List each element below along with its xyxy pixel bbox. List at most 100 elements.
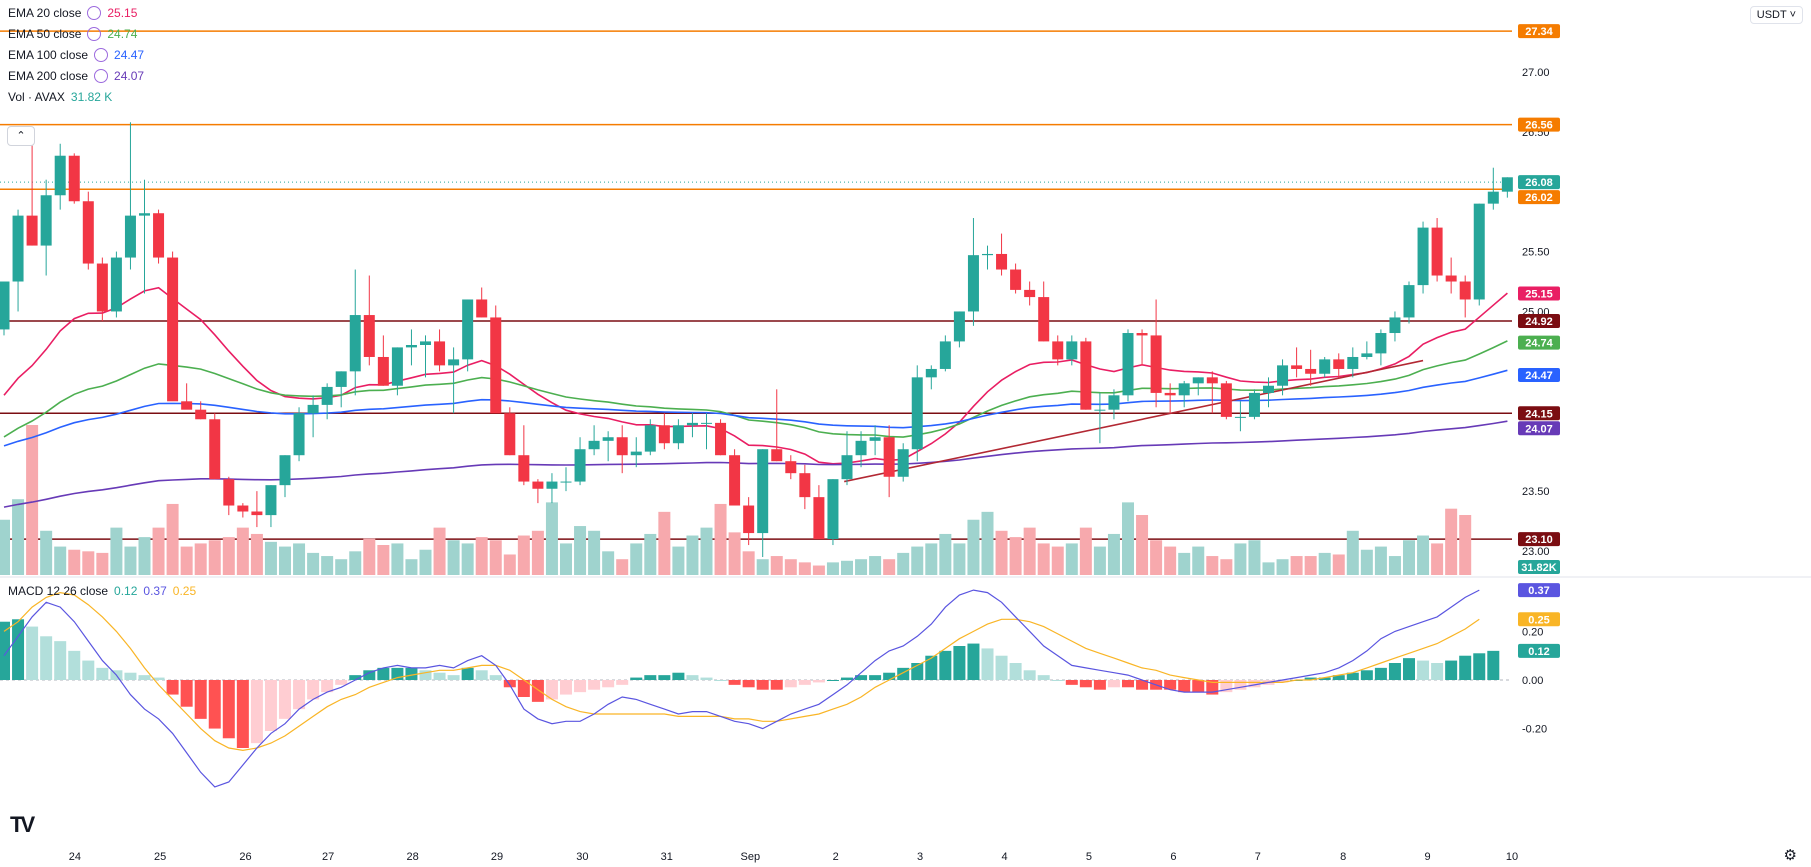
macd-histogram-bar xyxy=(658,675,671,680)
macd-histogram-bar xyxy=(40,636,53,680)
candle-body xyxy=(644,425,656,452)
macd-histogram-bar xyxy=(939,650,952,680)
macd-histogram-bar xyxy=(1374,667,1387,680)
indicator-settings-icon[interactable] xyxy=(94,48,109,62)
volume-bar xyxy=(686,535,699,575)
macd-histogram-bar xyxy=(630,677,643,680)
volume-bar xyxy=(672,546,685,575)
currency-selector[interactable]: USDT ˅ xyxy=(1749,6,1803,24)
legend-volume[interactable]: Vol · AVAX 31.82 K xyxy=(8,90,112,104)
gear-icon[interactable]: ⚙ xyxy=(1783,847,1797,864)
candle-body xyxy=(1403,285,1415,318)
legend-ema200[interactable]: EMA 200 close 24.07 xyxy=(8,69,144,83)
macd-histogram-bar xyxy=(1023,670,1036,680)
price-label-bg xyxy=(1518,532,1560,547)
candle-body xyxy=(237,505,249,512)
macd-y-tick-label: 0.00 xyxy=(1522,675,1543,687)
macd-signal-line xyxy=(3,591,1480,752)
macd-histogram-bar xyxy=(672,672,685,680)
volume-bar xyxy=(110,527,123,575)
legend-macd-hist: 0.12 xyxy=(114,584,138,598)
x-tick-label: 29 xyxy=(491,851,503,863)
volume-bar xyxy=(447,540,460,575)
x-tick-label: 28 xyxy=(406,851,418,863)
volume-bar xyxy=(321,556,334,575)
legend-ema20[interactable]: EMA 20 close 25.15 xyxy=(8,6,137,20)
macd-histogram-bar xyxy=(517,680,530,697)
volume-bar xyxy=(1417,535,1430,575)
x-tick-label: 27 xyxy=(322,851,334,863)
candle-body xyxy=(1445,275,1457,282)
candle-body xyxy=(602,437,614,441)
macd-histogram-bar xyxy=(588,680,601,690)
macd-histogram-bar xyxy=(405,667,418,680)
macd-histogram-bar xyxy=(1417,660,1430,680)
volume-bar xyxy=(208,540,221,575)
candle-body xyxy=(293,413,305,456)
volume-bar xyxy=(1009,537,1022,575)
macd-histogram-bar xyxy=(1276,680,1289,683)
macd-histogram-bar xyxy=(279,680,291,719)
collapse-legend-button[interactable]: ⌃ xyxy=(7,126,35,146)
candle-body xyxy=(1347,356,1359,369)
volume-bar xyxy=(1220,559,1233,575)
x-tick-label: 8 xyxy=(1340,851,1346,863)
x-tick-label: 4 xyxy=(1001,851,1007,863)
candle-body xyxy=(307,404,319,414)
macd-histogram-bar xyxy=(1473,653,1486,680)
x-tick-label: Sep xyxy=(741,851,761,863)
volume-bar xyxy=(1360,549,1373,575)
x-tick-label: 3 xyxy=(917,851,923,863)
legend-macd-label: MACD 12 26 close xyxy=(8,584,109,598)
candle-body xyxy=(785,461,797,474)
tradingview-logo[interactable]: TV xyxy=(10,812,35,838)
macd-histogram-bar xyxy=(574,680,587,693)
candle-body xyxy=(251,511,263,516)
candle-body xyxy=(490,317,502,414)
macd-histogram-bar xyxy=(742,680,755,688)
y-tick-label: 25.50 xyxy=(1522,247,1550,259)
legend-macd[interactable]: MACD 12 26 close 0.12 0.37 0.25 xyxy=(8,584,196,598)
macd-histogram-bar xyxy=(54,641,67,680)
candle-body xyxy=(405,345,417,348)
candle-body xyxy=(434,341,446,366)
macd-histogram-bar xyxy=(1009,663,1022,680)
trend-line-group xyxy=(844,359,1424,483)
macd-histogram-bar xyxy=(728,680,741,685)
volume-bar xyxy=(826,562,839,575)
ema-line xyxy=(3,420,1508,508)
x-tick-label: 9 xyxy=(1425,851,1431,863)
macd-histogram-bar xyxy=(869,675,882,680)
candle-body xyxy=(1248,392,1260,417)
indicator-settings-icon[interactable] xyxy=(94,69,109,83)
macd-histogram-bar xyxy=(194,680,207,719)
macd-histogram-bar xyxy=(1431,663,1444,680)
volume-bar xyxy=(1164,546,1177,575)
legend-volume-label: Vol · AVAX xyxy=(8,90,65,104)
volume-bar xyxy=(1318,552,1331,575)
indicator-settings-icon[interactable] xyxy=(87,6,102,20)
candle-body xyxy=(743,505,755,534)
macd-histogram-bar xyxy=(503,680,516,688)
volume-bar xyxy=(911,546,924,575)
volume-bar xyxy=(1374,546,1387,575)
candle-body xyxy=(1178,383,1190,396)
y-tick-label: 23.50 xyxy=(1522,486,1550,498)
macd-histogram-bar xyxy=(1445,660,1458,680)
macd-y-tick-label: -0.20 xyxy=(1522,724,1547,736)
legend-ema50[interactable]: EMA 50 close 24.74 xyxy=(8,27,137,41)
x-tick-label: 31 xyxy=(661,851,673,863)
macd-histogram-bar xyxy=(1403,658,1415,680)
indicator-settings-icon[interactable] xyxy=(87,27,102,41)
macd-histogram-bar xyxy=(1388,663,1401,680)
y-tick-label: 27.00 xyxy=(1522,67,1550,79)
candle-body xyxy=(715,422,727,456)
legend-ema100[interactable]: EMA 100 close 24.47 xyxy=(8,48,144,62)
candle-body xyxy=(1487,191,1499,204)
candle-body xyxy=(982,253,993,256)
macd-y-tick-label: 0.20 xyxy=(1522,626,1543,638)
macd-pane xyxy=(0,576,1811,788)
candle-body xyxy=(1305,368,1317,374)
candle-body xyxy=(729,455,741,506)
